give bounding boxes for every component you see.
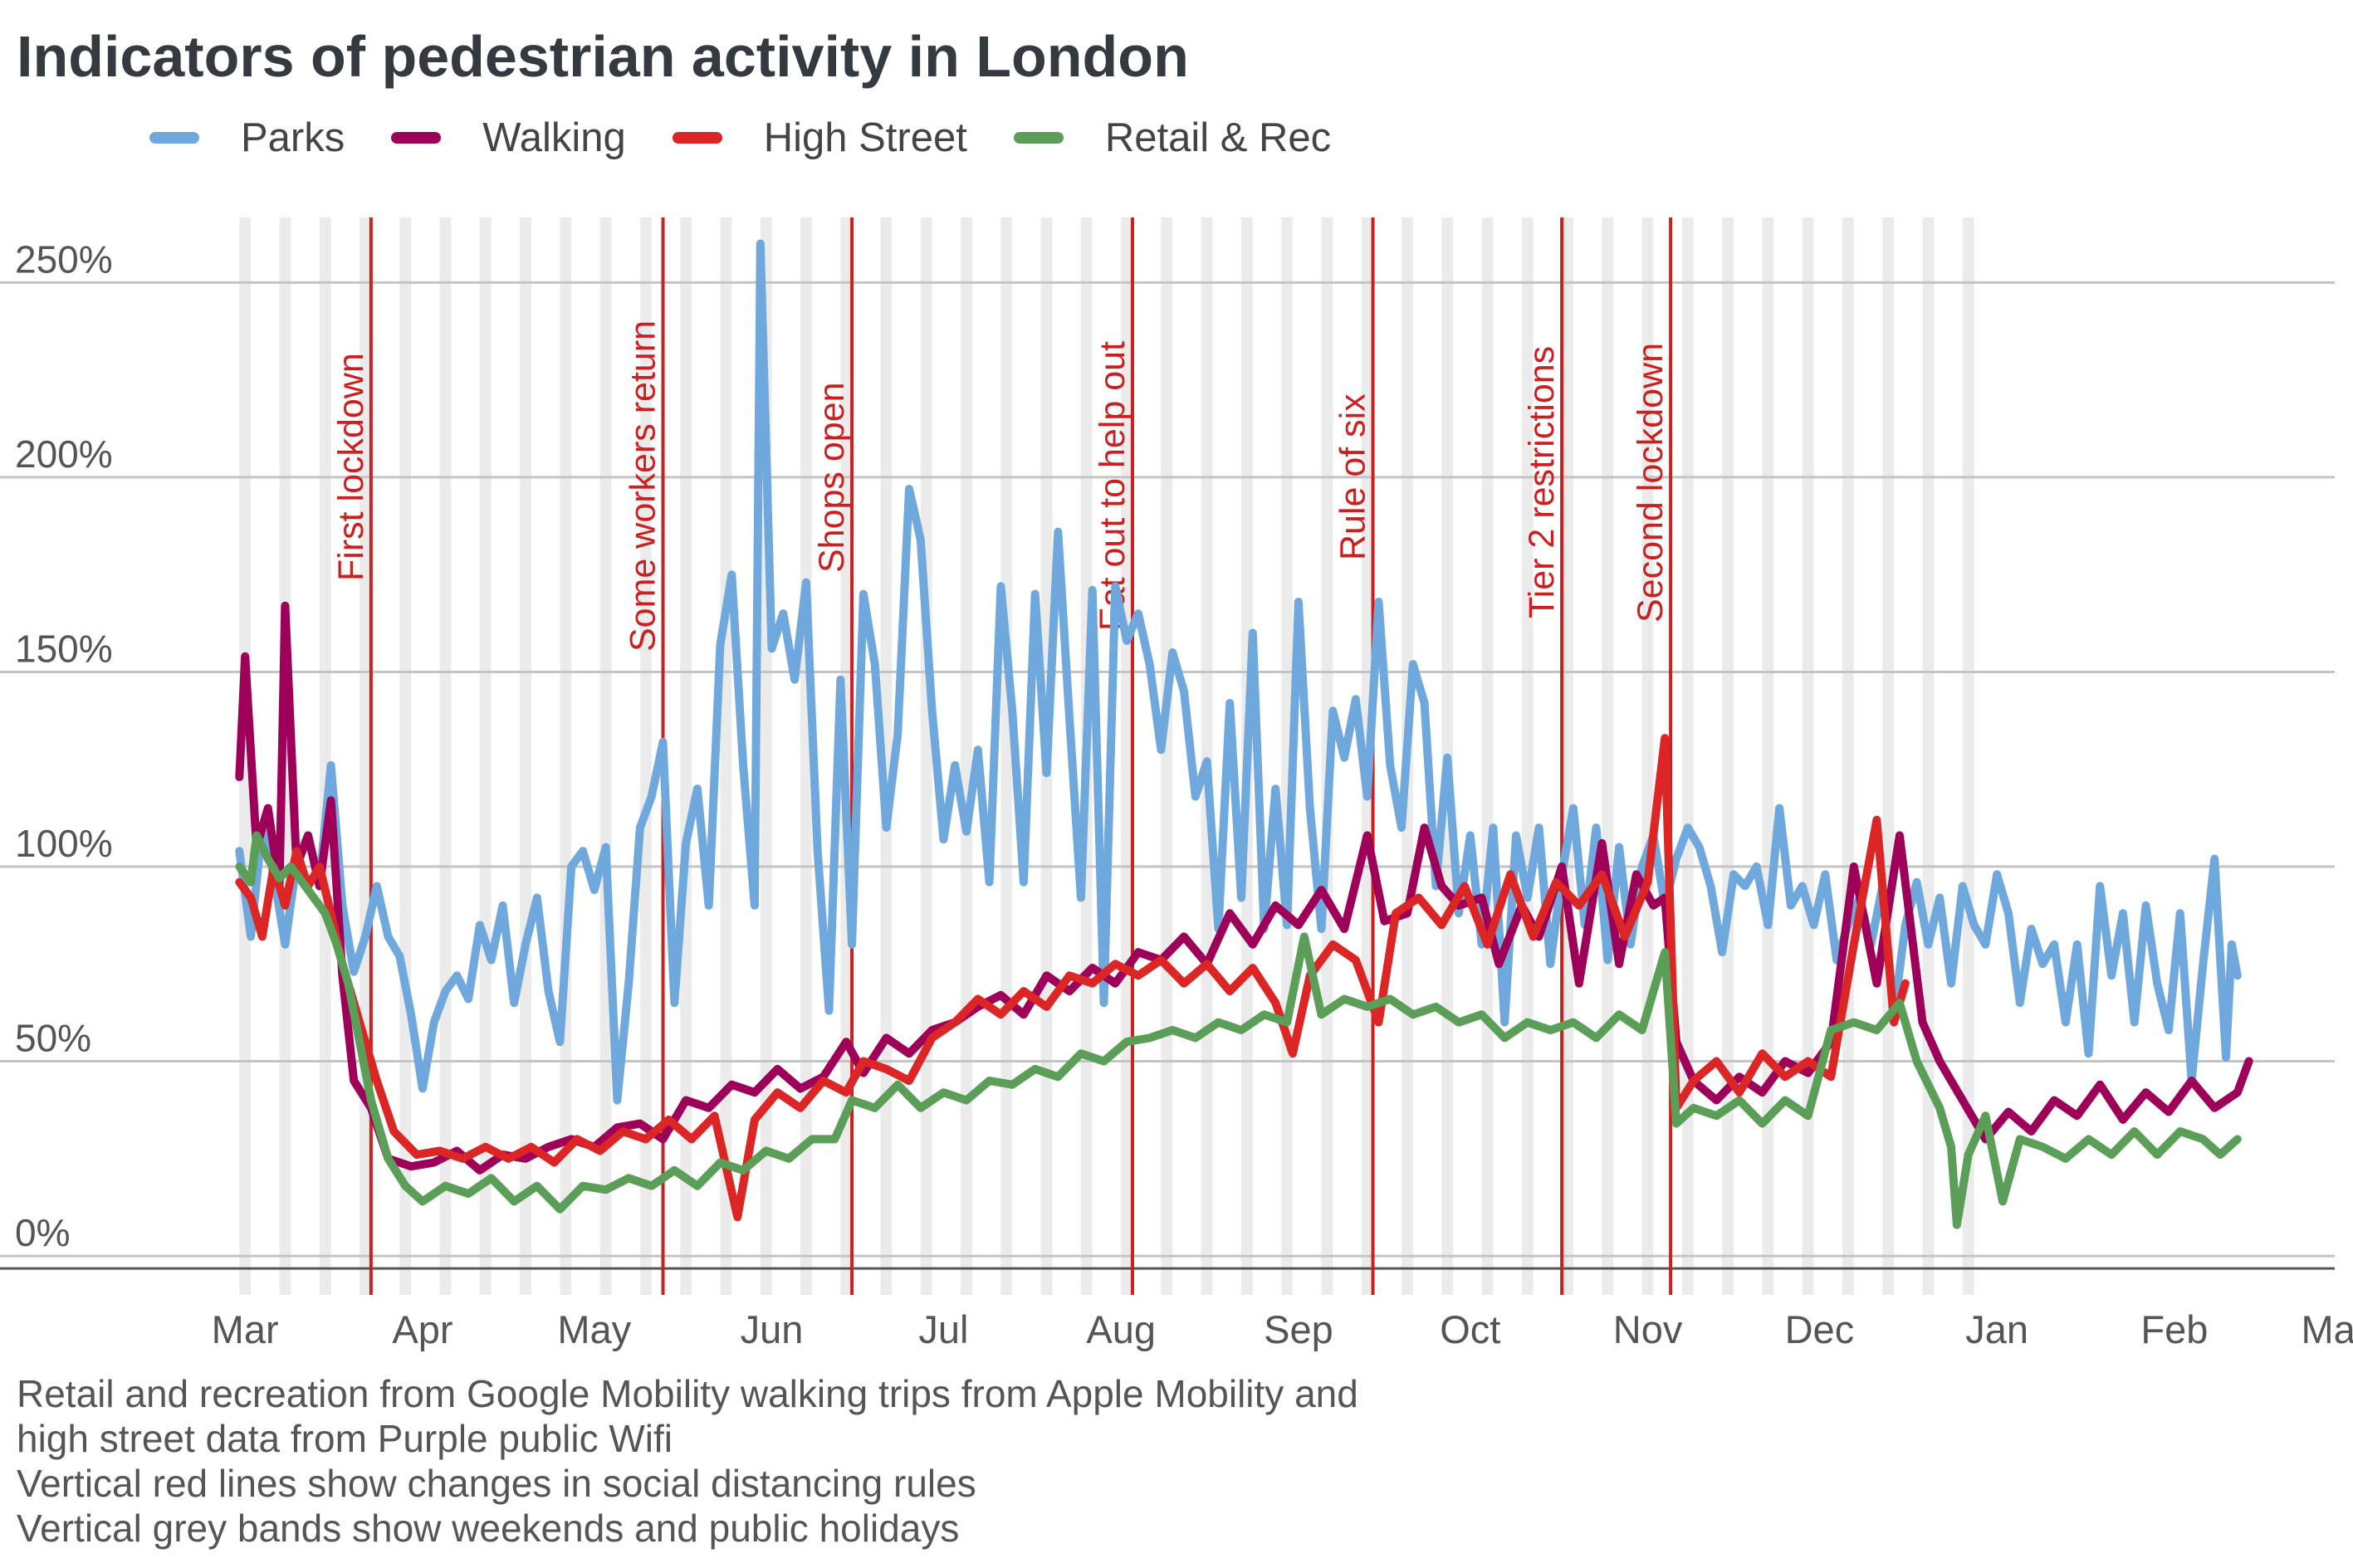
weekend-band bbox=[1842, 217, 1854, 1295]
series-line-high-street bbox=[235, 734, 1910, 1222]
weekend-band bbox=[560, 217, 572, 1295]
event-label-rule-of-six: Rule of six bbox=[1333, 393, 1373, 560]
event-label-shops-open: Shops open bbox=[812, 382, 852, 573]
weekend-band bbox=[1481, 217, 1494, 1295]
y-tick-label: 100% bbox=[15, 822, 113, 865]
weekend-band bbox=[319, 217, 331, 1295]
y-tick-label: 150% bbox=[15, 627, 113, 670]
weekend-band bbox=[399, 217, 412, 1295]
legend-label-parks: Parks bbox=[241, 115, 345, 160]
legend-key-retail-rec bbox=[1013, 132, 1064, 144]
x-tick-label: Oct bbox=[1440, 1307, 1500, 1351]
weekend-band bbox=[961, 217, 972, 1295]
weekend-band bbox=[1802, 217, 1814, 1295]
legend-item-walking: Walking bbox=[391, 115, 626, 161]
weekend-band bbox=[1762, 217, 1774, 1295]
weekend-band bbox=[1602, 217, 1614, 1295]
series-lines bbox=[235, 239, 2253, 1229]
legend-key-walking bbox=[391, 132, 442, 144]
x-tick-label: Apr bbox=[392, 1307, 452, 1351]
legend-item-retail-rec: Retail & Rec bbox=[1013, 115, 1332, 161]
event-label-some-workers-return: Some workers return bbox=[624, 320, 663, 652]
weekend-band bbox=[1562, 217, 1573, 1295]
legend-label-high-street: High Street bbox=[763, 115, 967, 160]
weekend-band bbox=[1882, 217, 1895, 1295]
x-tick-label: Jul bbox=[918, 1307, 968, 1351]
event-label-first-lockdown: First lockdown bbox=[331, 353, 371, 581]
y-tick-label: 200% bbox=[15, 432, 113, 476]
legend: Parks Walking High Street Retail & Rec bbox=[149, 115, 1377, 161]
legend-label-walking: Walking bbox=[482, 115, 626, 160]
x-tick-label: Dec bbox=[1785, 1307, 1855, 1351]
x-tick-label: Jun bbox=[741, 1307, 804, 1351]
weekend-band bbox=[1922, 217, 1935, 1295]
event-label-tier-2-restrictions: Tier 2 restrictions bbox=[1522, 346, 1562, 618]
gridlines bbox=[0, 281, 2335, 1270]
x-tick-label: Mar bbox=[2302, 1307, 2353, 1351]
weekend-band bbox=[239, 217, 252, 1295]
weekend-band bbox=[639, 217, 652, 1295]
weekend-band bbox=[1722, 217, 1734, 1295]
weekend-band bbox=[1201, 217, 1213, 1295]
caption-line-4: Vertical grey bands show weekends and pu… bbox=[17, 1507, 960, 1550]
caption-line-1: Retail and recreation from Google Mobili… bbox=[17, 1372, 1358, 1415]
y-tick-label: 0% bbox=[15, 1211, 70, 1254]
weekend-band bbox=[800, 217, 812, 1295]
event-label-second-lockdown: Second lockdown bbox=[1631, 343, 1671, 623]
caption: Retail and recreation from Google Mobili… bbox=[17, 1371, 1358, 1551]
chart-title: Indicators of pedestrian activity in Lon… bbox=[17, 24, 1189, 89]
y-axis-tick-labels: 0% 50% 100% 150% 200% 250% bbox=[15, 237, 113, 1254]
weekend-band bbox=[680, 217, 692, 1295]
x-tick-label: Mar bbox=[212, 1307, 279, 1351]
weekend-band bbox=[920, 217, 932, 1295]
x-tick-label: Nov bbox=[1613, 1307, 1683, 1351]
legend-item-high-street: High Street bbox=[672, 115, 967, 161]
x-tick-label: Jan bbox=[1965, 1307, 2028, 1351]
y-tick-label: 50% bbox=[15, 1017, 91, 1060]
x-tick-label: Aug bbox=[1086, 1307, 1156, 1351]
weekend-band bbox=[439, 217, 452, 1295]
x-tick-label: Sep bbox=[1264, 1307, 1333, 1351]
weekend-band bbox=[1681, 217, 1694, 1295]
legend-label-retail-rec: Retail & Rec bbox=[1104, 115, 1332, 160]
event-label-eat-out-to-help-out: Eat out to help out bbox=[1093, 341, 1132, 631]
caption-line-3: Vertical red lines show changes in socia… bbox=[17, 1462, 976, 1505]
weekend-band bbox=[1000, 217, 1013, 1295]
weekend-band bbox=[1121, 217, 1132, 1295]
x-axis-tick-labels: Mar Apr May Jun Jul Aug Sep Oct Nov Dec Jan Feb Mar bbox=[212, 1307, 2353, 1351]
weekend-band bbox=[520, 217, 531, 1295]
legend-item-parks: Parks bbox=[149, 115, 345, 161]
x-tick-label: May bbox=[557, 1307, 631, 1351]
series-line-retail-rec bbox=[235, 831, 2242, 1229]
weekend-band bbox=[479, 217, 492, 1295]
weekend-band bbox=[880, 217, 893, 1295]
legend-key-parks bbox=[149, 132, 199, 144]
weekend-band bbox=[720, 217, 732, 1295]
event-lines: First lockdown Some workers return Shops o… bbox=[331, 217, 1673, 1295]
x-tick-label: Feb bbox=[2140, 1307, 2208, 1351]
legend-key-high-street bbox=[672, 132, 722, 144]
weekend-band bbox=[1161, 217, 1173, 1295]
caption-line-2: high street data from Purple public Wifi bbox=[17, 1417, 673, 1460]
weekend-band bbox=[1962, 217, 1974, 1295]
series-line-parks bbox=[235, 239, 2242, 1105]
y-tick-label: 250% bbox=[15, 237, 113, 281]
weekend-band bbox=[599, 217, 612, 1295]
